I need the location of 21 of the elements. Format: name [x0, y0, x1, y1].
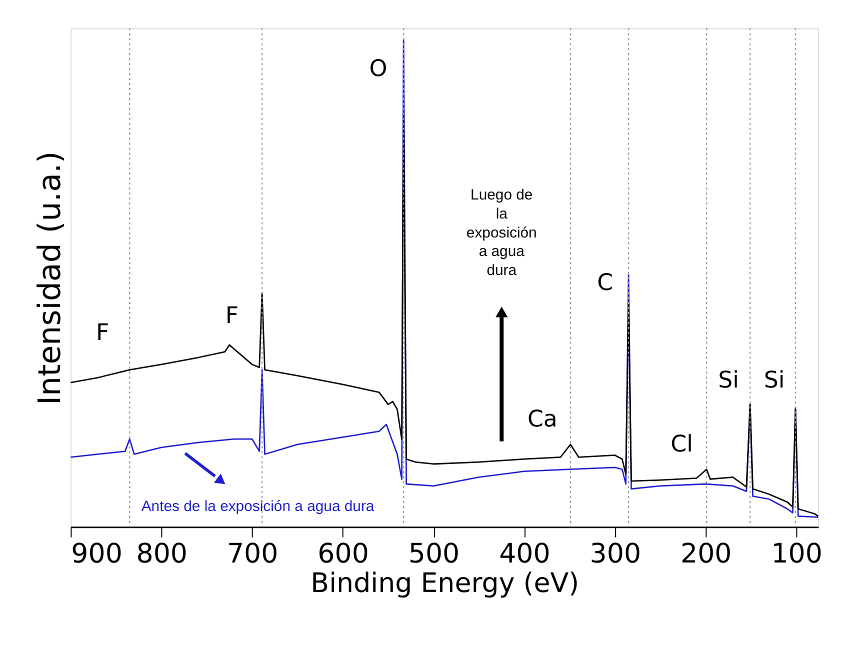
annotation: Antes de la exposición a agua dura — [141, 498, 375, 516]
annotation: C — [597, 270, 614, 296]
annotation: F — [225, 302, 238, 329]
annotation: Si — [718, 368, 740, 394]
annotation: Si — [764, 368, 785, 394]
annotation: Cl — [670, 431, 693, 458]
x-tick-label: 200 — [680, 538, 732, 570]
x-tick-label: 700 — [226, 538, 278, 570]
y-axis-title: Intensidad (u.a.) — [32, 151, 68, 406]
annotation: F — [96, 320, 110, 346]
x-tick-label: 500 — [408, 538, 460, 570]
x-tick-label: 800 — [136, 538, 188, 570]
x-tick-label: 400 — [499, 538, 550, 570]
x-axis-title: Binding Energy (eV) — [310, 568, 580, 600]
x-tick-label: 100 — [771, 538, 823, 570]
annotation: O — [369, 56, 388, 82]
x-tick-label: 900 — [71, 538, 122, 570]
x-tick-label: 300 — [590, 538, 642, 570]
annotation: Ca — [527, 406, 558, 432]
x-tick-label: 600 — [318, 538, 369, 570]
annotation: Luego de la exposición a agua dura — [466, 186, 537, 280]
